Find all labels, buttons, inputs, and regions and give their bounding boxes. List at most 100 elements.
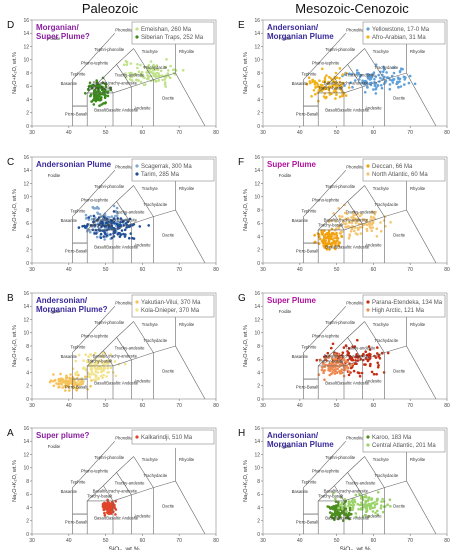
tas-boundary <box>406 176 437 264</box>
data-point <box>347 370 351 373</box>
y-tick-label: 6 <box>257 84 260 90</box>
x-tick-label: 70 <box>176 130 182 136</box>
data-point <box>110 215 114 218</box>
data-point <box>323 92 327 95</box>
data-point <box>109 233 112 236</box>
data-point <box>114 513 117 516</box>
data-point <box>376 513 380 516</box>
field-label-basaltic_andesite: Basaltic Andesite <box>106 244 139 249</box>
field-label-basalt: Basalt <box>94 515 106 520</box>
data-point <box>360 212 364 216</box>
data-point <box>118 235 122 238</box>
data-point <box>112 371 115 374</box>
data-point <box>137 70 141 73</box>
legend-box <box>131 21 215 45</box>
tas-boundary <box>116 472 132 496</box>
field-label-rhyolite: Rhyolite <box>410 322 426 327</box>
data-point <box>348 72 351 75</box>
x-tick-label: 40 <box>297 130 303 136</box>
tas-boundary <box>175 447 206 535</box>
data-point <box>147 224 150 227</box>
tas-field-lines <box>303 306 437 400</box>
data-point <box>381 70 385 73</box>
y-tick-label: 6 <box>26 221 29 227</box>
data-point <box>98 104 101 107</box>
y-tick-label: 12 <box>254 44 260 50</box>
data-point <box>353 79 357 82</box>
field-label-picrobasalt: Picro-Basalt <box>296 519 319 524</box>
field-label-foidite: Foidite <box>279 36 292 41</box>
legend-entry: Kola-Dnieper, 370 Ma <box>141 308 200 314</box>
field-label-basaltic_andesite: Basaltic Andesite <box>106 515 139 520</box>
y-tick-label: 0 <box>26 532 29 538</box>
data-point <box>343 503 347 507</box>
y-tick-label: 4 <box>257 97 260 103</box>
data-point <box>361 218 365 221</box>
data-point <box>90 371 94 374</box>
data-point <box>90 367 94 371</box>
field-label-foidite: Foidite <box>279 173 292 178</box>
field-label-trachyandesite: Trachy-andesite <box>346 480 377 485</box>
data-point <box>373 84 377 87</box>
data-point <box>326 351 330 355</box>
field-label-foidite: Foidite <box>48 173 61 178</box>
data-point <box>59 372 62 376</box>
tas-boundary <box>303 306 347 399</box>
legend-marker <box>366 435 370 439</box>
field-label-andesite: Andesite <box>134 378 151 383</box>
legend-marker <box>135 35 139 39</box>
x-tick-label: 70 <box>176 267 182 273</box>
y-tick-label: 8 <box>257 208 260 214</box>
data-point <box>103 212 107 216</box>
tas-boundary <box>334 485 345 502</box>
data-point <box>373 78 376 81</box>
data-point <box>64 389 67 392</box>
data-point <box>52 373 55 376</box>
legend: Karoo, 183 Ma Central Atlantic, 201 Ma <box>362 429 446 453</box>
data-point <box>375 372 378 376</box>
y-tick-label: 4 <box>257 370 260 376</box>
data-point <box>110 501 114 505</box>
data-point <box>335 86 339 89</box>
x-tick-label: 50 <box>103 403 109 409</box>
data-point <box>112 510 115 513</box>
tas-boundary <box>133 321 154 353</box>
y-tick-label: 14 <box>23 304 29 310</box>
data-point <box>89 373 92 376</box>
panel-title: Morganian Plume <box>267 32 334 41</box>
data-point <box>366 86 369 89</box>
field-label-rhyolite: Rhyolite <box>179 322 195 327</box>
data-point <box>314 85 318 89</box>
x-tick-label: 70 <box>176 538 182 544</box>
legend-box <box>362 429 446 453</box>
data-point <box>84 213 88 217</box>
field-label-phonotephrite: Phono-tephrite <box>81 468 109 473</box>
data-point <box>149 60 153 63</box>
legend-marker <box>135 164 139 168</box>
data-point <box>323 76 327 80</box>
y-tick-label: 10 <box>23 466 29 472</box>
data-point <box>370 502 373 505</box>
panel-letter: B <box>7 293 14 304</box>
legend-entry: North Atlantic, 60 Ma <box>372 172 428 178</box>
data-point <box>65 374 68 378</box>
legend: Scagerrak, 300 Ma Tarim, 285 Ma <box>131 158 215 182</box>
data-point <box>362 223 366 226</box>
data-point <box>96 225 100 229</box>
data-point <box>90 84 93 88</box>
data-point <box>103 96 107 99</box>
data-point <box>125 226 128 229</box>
data-point <box>347 86 351 89</box>
data-point <box>139 63 142 67</box>
y-tick-label: 2 <box>257 519 260 525</box>
panel-title: Andersonian/ <box>36 296 88 305</box>
data-point <box>332 239 336 243</box>
data-point <box>116 217 119 220</box>
data-points <box>315 338 390 382</box>
field-label-trachydacite: Trachydacite <box>374 65 398 70</box>
legend-entry: Afro-Arabian, 31 Ma <box>372 35 426 41</box>
field-label-trachybasalt: Trachy-basalt <box>318 359 344 364</box>
data-point <box>89 353 92 356</box>
data-point <box>167 69 170 72</box>
data-point <box>64 385 67 389</box>
